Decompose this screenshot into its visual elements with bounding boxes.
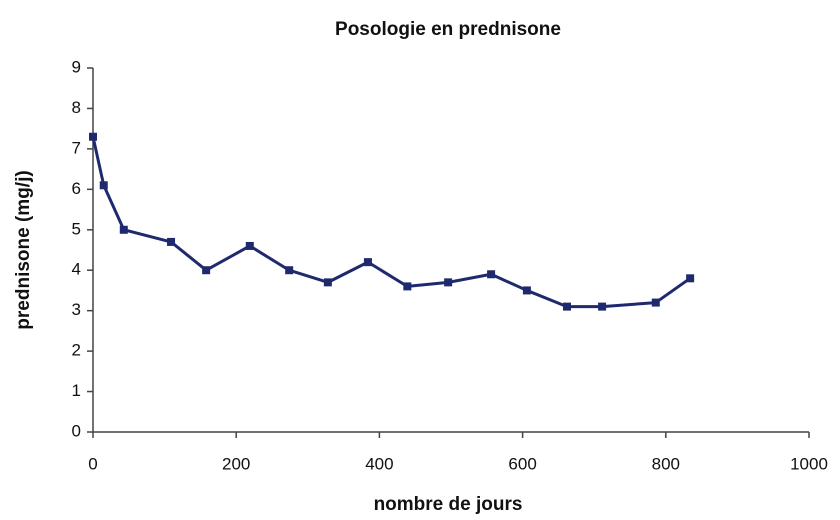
data-point bbox=[562, 302, 571, 311]
y-tick-label: 7 bbox=[72, 138, 81, 157]
y-tick-label: 2 bbox=[72, 341, 81, 360]
y-tick-label: 9 bbox=[72, 57, 81, 76]
data-point bbox=[245, 241, 254, 250]
y-tick-label: 5 bbox=[72, 219, 81, 238]
x-tick-label: 400 bbox=[365, 454, 393, 473]
data-point bbox=[651, 298, 660, 307]
data-point bbox=[202, 266, 211, 275]
y-tick-label: 1 bbox=[72, 381, 81, 400]
data-line bbox=[91, 136, 692, 309]
y-tick-label: 3 bbox=[72, 300, 81, 319]
data-point bbox=[323, 278, 332, 287]
data-point bbox=[167, 237, 176, 246]
data-point bbox=[598, 302, 607, 311]
data-point bbox=[119, 225, 128, 234]
data-point bbox=[99, 181, 108, 190]
y-tick-label: 4 bbox=[72, 260, 81, 279]
data-point bbox=[487, 270, 496, 279]
y-axis-label: prednisone (mg/j) bbox=[13, 170, 34, 329]
data-point bbox=[444, 278, 453, 287]
x-tick-label: 1000 bbox=[790, 454, 828, 473]
x-tick-label: 600 bbox=[508, 454, 536, 473]
y-tick-label: 0 bbox=[72, 421, 81, 440]
data-point bbox=[285, 266, 294, 275]
x-tick-label: 0 bbox=[88, 454, 97, 473]
data-point bbox=[522, 286, 531, 295]
chart-title: Posologie en prednisone bbox=[335, 19, 561, 40]
data-point bbox=[403, 282, 412, 291]
x-tick-label: 800 bbox=[652, 454, 680, 473]
data-point bbox=[89, 132, 97, 141]
x-tick-label: 200 bbox=[222, 454, 250, 473]
x-axis-label: nombre de jours bbox=[374, 494, 523, 515]
data-point bbox=[686, 274, 695, 283]
y-tick-label: 6 bbox=[72, 179, 81, 198]
y-tick-label: 8 bbox=[72, 98, 81, 117]
data-point bbox=[363, 258, 372, 267]
